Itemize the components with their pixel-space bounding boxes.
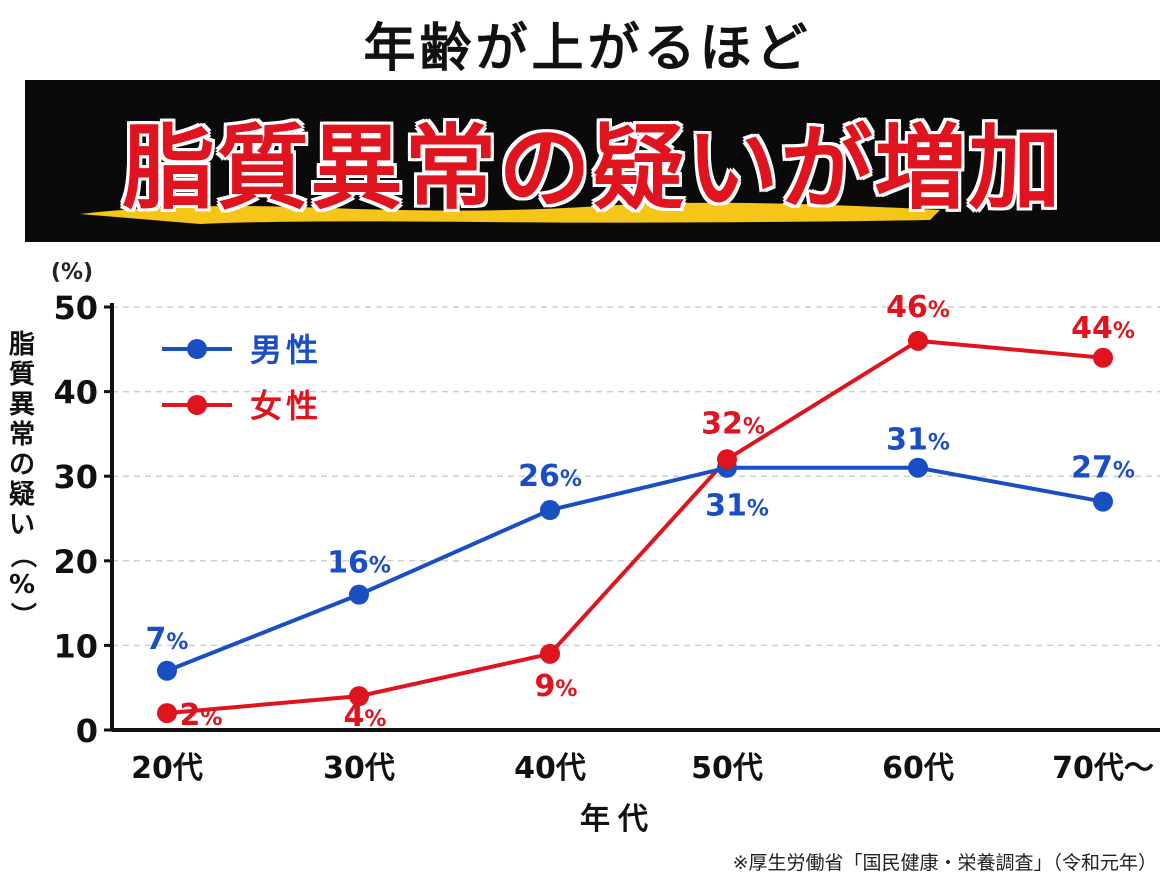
legend-label: 男性 <box>250 331 322 369</box>
y-tick-label: 0 <box>76 712 98 750</box>
line-chart: 0 10 20 30 40 50 20代 30代 40代 50代 60代 70代〜 7% 16% 26% 3… <box>7 260 1160 837</box>
x-tick-label: 70代〜 <box>1052 751 1154 786</box>
y-axis-title-char: 脂 <box>9 330 35 360</box>
y-tick-label: 30 <box>53 458 98 496</box>
source-note: ※厚生労働省「国民健康・栄養調査」（令和元年） <box>732 852 1157 874</box>
y-tick-label: 40 <box>53 374 98 412</box>
data-label: 4% <box>344 699 387 734</box>
data-point <box>1093 347 1113 368</box>
data-label: 46% <box>886 290 950 325</box>
y-axis-title: 脂質異常の疑い（%） <box>7 330 37 628</box>
axes: 0 10 20 30 40 50 20代 30代 40代 50代 60代 70代〜 <box>53 289 1160 786</box>
data-label: 32% <box>701 406 765 441</box>
y-axis-title-char: い <box>9 510 35 540</box>
data-point <box>908 330 928 351</box>
series-layer: 7% 16% 26% 31% 31% 27% 2% 4% 9% 32% 46% 44% <box>146 290 1135 734</box>
data-point <box>540 500 560 521</box>
legend-swatch-marker <box>187 339 207 359</box>
x-tick-label: 40代 <box>514 751 586 786</box>
y-unit-label: (%) <box>51 260 93 285</box>
data-label: 16% <box>327 546 391 581</box>
y-axis-title-char: 常 <box>9 420 35 450</box>
data-label: 27% <box>1071 451 1135 486</box>
grid-lines <box>112 306 1160 647</box>
y-axis-title-char: 質 <box>9 360 35 390</box>
legend-label: 女性 <box>250 387 322 425</box>
y-tick-label: 50 <box>53 289 98 327</box>
data-label: 31% <box>886 423 950 458</box>
x-tick-label: 50代 <box>691 751 763 786</box>
x-tick-label: 30代 <box>323 751 395 786</box>
y-axis-title-char: （ <box>7 542 37 568</box>
series-line-female <box>166 338 1104 716</box>
data-label: 31% <box>705 489 769 524</box>
x-tick-label: 20代 <box>131 751 203 786</box>
y-tick-label: 10 <box>53 627 98 665</box>
y-axis-title-char: 疑 <box>9 480 35 510</box>
x-tick-label: 60代 <box>882 751 954 786</box>
y-axis-title-char: % <box>9 570 35 600</box>
brush-stroke <box>80 202 940 224</box>
x-axis-title: 年代 <box>580 802 656 837</box>
data-point <box>349 686 369 707</box>
data-point <box>349 584 369 605</box>
data-point <box>908 457 928 478</box>
y-axis-title-char: 異 <box>9 390 35 420</box>
legend-swatch-marker <box>187 395 207 415</box>
data-label: 7% <box>146 622 189 657</box>
y-axis-title-char: の <box>9 450 35 480</box>
title-banner: 脂質異常の疑いが増加 <box>25 80 1160 242</box>
banner-title: 脂質異常の疑いが増加 <box>122 115 1063 222</box>
y-tick-label: 20 <box>53 543 98 581</box>
data-point <box>1093 491 1113 512</box>
headline: 年齢が上がるほど <box>363 19 812 79</box>
data-point <box>157 660 177 681</box>
data-label: 26% <box>518 459 582 494</box>
series-line-male <box>166 465 1104 673</box>
data-point <box>157 703 177 724</box>
data-label: 9% <box>535 669 578 704</box>
data-point <box>717 449 737 470</box>
data-label: 2% <box>180 698 223 733</box>
y-axis-title-char: ） <box>7 602 37 628</box>
data-point <box>540 643 560 664</box>
data-label: 44% <box>1071 311 1135 346</box>
